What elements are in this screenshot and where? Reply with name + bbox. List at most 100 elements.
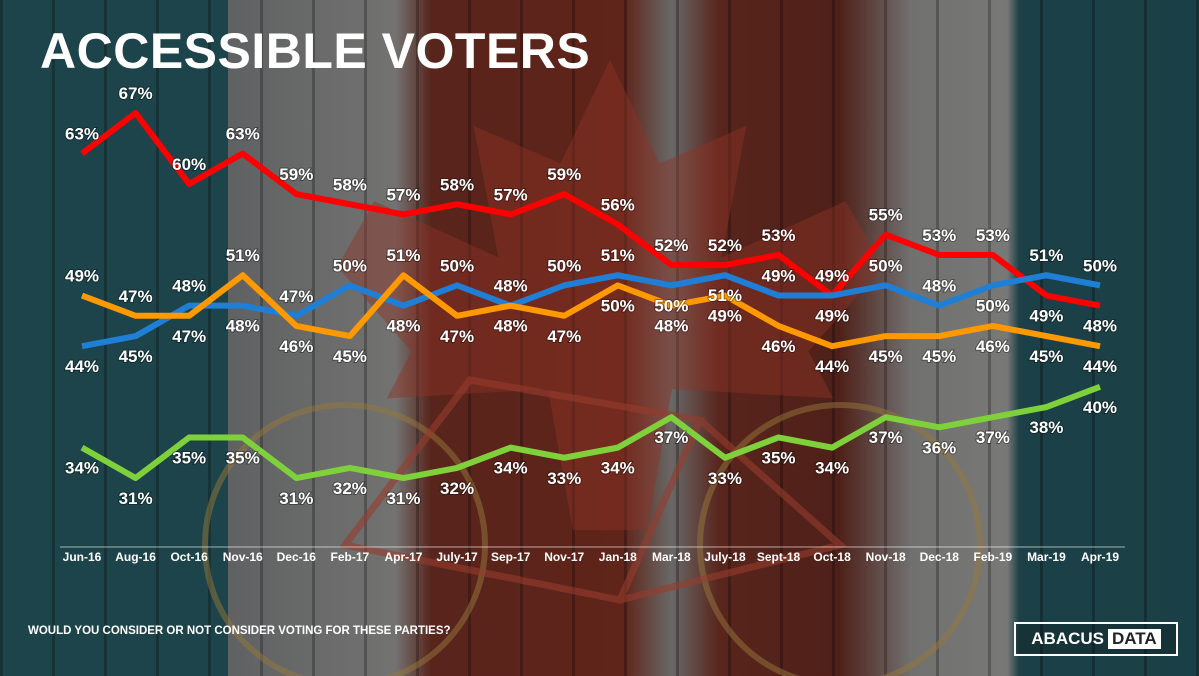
logo-word-1: ABACUS (1031, 629, 1105, 648)
data-label: 51% (1029, 246, 1063, 265)
data-label: 53% (922, 226, 956, 245)
data-label: 53% (762, 226, 796, 245)
x-tick-label: Sep-17 (491, 550, 531, 564)
data-label: 35% (226, 448, 260, 467)
data-label: 49% (815, 307, 849, 326)
data-label: 63% (226, 125, 260, 144)
data-label: 40% (1083, 398, 1117, 417)
data-label: 50% (440, 256, 474, 275)
data-label: 44% (1083, 357, 1117, 376)
data-label: 48% (494, 317, 528, 336)
data-label: 53% (976, 226, 1010, 245)
data-label: 34% (601, 459, 635, 478)
data-label: 52% (708, 236, 742, 255)
data-label: 57% (494, 185, 528, 204)
data-label: 49% (762, 267, 796, 286)
data-label: 32% (440, 479, 474, 498)
data-label: 57% (386, 185, 420, 204)
data-label: 58% (440, 175, 474, 194)
x-tick-label: Sept-18 (757, 550, 801, 564)
data-label: 51% (601, 246, 635, 265)
abacus-data-logo: ABACUS DATA (1014, 622, 1178, 656)
data-label: 45% (333, 347, 367, 366)
x-tick-label: July-17 (436, 550, 478, 564)
data-label: 37% (869, 428, 903, 447)
data-label: 34% (65, 459, 99, 478)
data-label: 51% (708, 286, 742, 305)
data-label: 56% (601, 196, 635, 215)
x-tick-label: Feb-19 (973, 550, 1012, 564)
data-label: 48% (654, 317, 688, 336)
data-label: 44% (65, 357, 99, 376)
data-label: 46% (279, 337, 313, 356)
data-label: 50% (869, 256, 903, 275)
data-label: 47% (440, 327, 474, 346)
data-label: 31% (119, 489, 153, 508)
data-label: 47% (172, 327, 206, 346)
x-tick-label: Dec-18 (920, 550, 960, 564)
data-label: 67% (119, 84, 153, 103)
data-label: 34% (494, 459, 528, 478)
data-label: 48% (386, 317, 420, 336)
x-tick-label: Feb-17 (331, 550, 370, 564)
x-tick-label: Oct-16 (170, 550, 208, 564)
series-line-0 (80, 110, 1101, 309)
x-tick-label: Oct-18 (813, 550, 851, 564)
data-label: 63% (65, 125, 99, 144)
x-tick-label: Nov-17 (544, 550, 584, 564)
data-label: 31% (279, 489, 313, 508)
data-label: 38% (1029, 418, 1063, 437)
data-label: 35% (762, 448, 796, 467)
data-label: 52% (654, 236, 688, 255)
data-label: 32% (333, 479, 367, 498)
data-label: 47% (279, 287, 313, 306)
data-label: 48% (494, 277, 528, 296)
survey-question: WOULD YOU CONSIDER OR NOT CONSIDER VOTIN… (28, 625, 451, 637)
data-label: 45% (1029, 347, 1063, 366)
logo-word-2: DATA (1108, 629, 1161, 649)
data-label: 55% (869, 206, 903, 225)
data-label: 50% (654, 296, 688, 315)
data-label: 51% (386, 246, 420, 265)
data-label: 50% (601, 296, 635, 315)
series-line-3 (80, 383, 1102, 482)
data-label: 50% (333, 256, 367, 275)
x-tick-label: Mar-19 (1027, 550, 1066, 564)
data-label: 47% (119, 287, 153, 306)
page-title: ACCESSIBLE VOTERS (40, 23, 591, 79)
series-line-1 (81, 272, 1101, 350)
data-label: 31% (386, 489, 420, 508)
data-label: 37% (976, 428, 1010, 447)
data-label: 33% (708, 469, 742, 488)
data-label: 37% (654, 428, 688, 447)
x-tick-label: Nov-18 (866, 550, 906, 564)
data-label: 46% (976, 337, 1010, 356)
x-tick-label: Mar-18 (652, 550, 691, 564)
data-label: 49% (65, 267, 99, 286)
data-label: 33% (547, 469, 581, 488)
x-tick-label: Apr-17 (384, 550, 422, 564)
data-label: 59% (279, 165, 313, 184)
x-tick-label: Apr-19 (1081, 550, 1119, 564)
x-tick-label: Jun-16 (63, 550, 102, 564)
data-label: 44% (815, 357, 849, 376)
x-tick-label: Aug-16 (115, 550, 156, 564)
data-label: 36% (922, 438, 956, 457)
x-tick-label: Nov-16 (223, 550, 263, 564)
data-label: 58% (333, 175, 367, 194)
data-label: 45% (119, 347, 153, 366)
series-line-2 (80, 272, 1101, 350)
data-label: 50% (1083, 256, 1117, 275)
data-label: 45% (922, 347, 956, 366)
x-tick-label: Jan-18 (599, 550, 637, 564)
data-label: 34% (815, 459, 849, 478)
data-label: 49% (1029, 307, 1063, 326)
data-label: 47% (547, 327, 581, 346)
data-label: 60% (172, 155, 206, 174)
data-label: 50% (547, 256, 581, 275)
data-label: 59% (547, 165, 581, 184)
data-label: 50% (976, 296, 1010, 315)
data-label: 45% (869, 347, 903, 366)
data-label: 35% (172, 448, 206, 467)
